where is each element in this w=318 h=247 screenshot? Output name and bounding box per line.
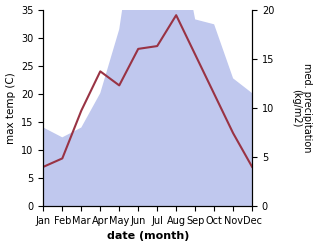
Y-axis label: max temp (C): max temp (C) — [5, 72, 16, 144]
X-axis label: date (month): date (month) — [107, 231, 189, 242]
Y-axis label: med. precipitation
(kg/m2): med. precipitation (kg/m2) — [291, 63, 313, 153]
